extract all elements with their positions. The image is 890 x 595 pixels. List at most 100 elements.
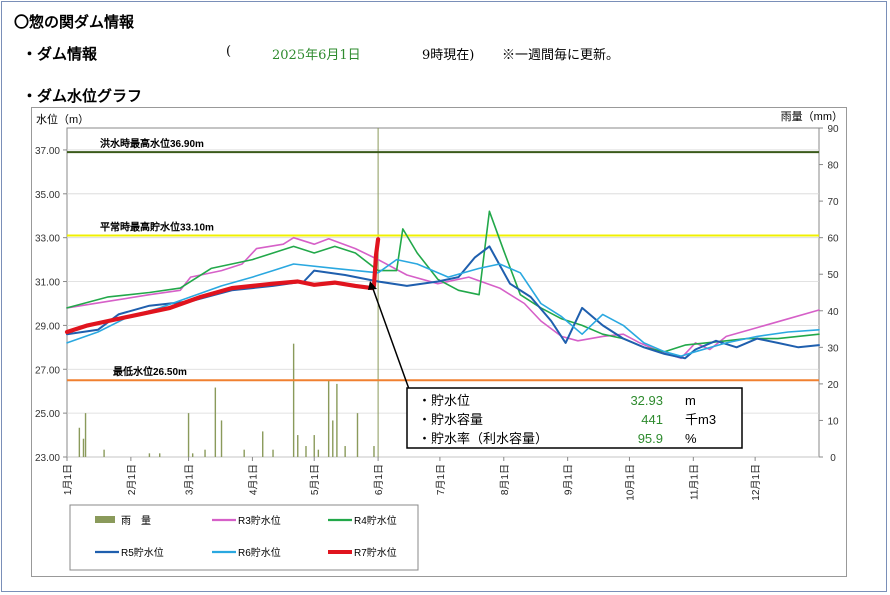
rain-bar	[317, 449, 320, 457]
left-tick-label: 29.00	[35, 321, 60, 332]
reference-line-label: 洪水時最高水位36.90m	[100, 137, 204, 150]
section-dam-info: ・ダム情報	[22, 45, 98, 63]
info-time: 9時現在)	[422, 48, 475, 63]
right-tick-label: 30	[827, 343, 839, 354]
rain-bar	[204, 449, 206, 457]
left-tick-label: 37.00	[35, 146, 60, 157]
left-axis-label: 水位（m）	[36, 112, 89, 126]
readout-value: 441	[641, 412, 663, 427]
right-tick-label: 90	[827, 124, 839, 135]
x-tick-label: 7月1日	[435, 464, 447, 495]
readout-value: 32.93	[630, 393, 663, 408]
x-tick-label: 10月1日	[624, 464, 636, 501]
readout-label: ・貯水位	[418, 393, 470, 408]
readout-arrowhead	[368, 281, 377, 290]
rain-bar	[292, 343, 295, 457]
series-line	[66, 236, 820, 360]
right-tick-label: 80	[827, 161, 839, 172]
chart-frame	[31, 107, 847, 577]
rain-bar	[344, 446, 346, 457]
info-open-paren: (	[226, 44, 232, 59]
rain-bar	[313, 435, 315, 457]
rain-bar	[356, 413, 359, 457]
rain-bar	[103, 449, 105, 457]
rain-bar	[84, 413, 87, 457]
legend-items: 雨 量 R3貯水位 R4貯水位 R5貯水位 R6貯水位 R7貯水位	[95, 514, 397, 559]
rain-bar	[82, 438, 85, 457]
x-tick-label: 4月1日	[247, 464, 259, 495]
series-line	[66, 210, 820, 353]
rain-bar	[373, 446, 375, 457]
legend-label: 雨 量	[121, 515, 151, 527]
readout-label: ・貯水容量	[418, 412, 483, 427]
right-tick-label: 10	[827, 416, 839, 427]
rain-bar	[327, 380, 330, 457]
readout-frame	[406, 387, 743, 449]
rain-bar	[148, 453, 151, 457]
right-tick-label: 20	[827, 380, 839, 391]
reference-lines: 洪水時最高水位36.90m 平常時最高貯水位33.10m 最低水位26.50m	[67, 137, 819, 382]
x-tick-label: 5月1日	[309, 464, 321, 495]
rain-bar	[214, 387, 217, 457]
rain-bar	[159, 453, 161, 457]
readout-pointer	[371, 285, 410, 390]
rain-bar	[332, 420, 334, 457]
readout-box: ・貯水位 32.93 m ・貯水容量 441 千m3 ・貯水率（利水容量） 95.9%	[368, 281, 743, 449]
left-tick-label: 27.00	[35, 365, 60, 376]
x-tick-label: 3月1日	[184, 464, 196, 495]
legend-label: R7貯水位	[354, 546, 397, 559]
rain-bar	[305, 446, 307, 457]
left-tick-label: 31.00	[35, 278, 60, 289]
legend-label: R6貯水位	[238, 546, 281, 559]
x-tick-label: 1月1日	[62, 464, 74, 495]
rain-bar	[262, 431, 264, 457]
series-line	[66, 245, 820, 360]
right-tick-label: 40	[827, 307, 839, 318]
reference-line-label: 平常時最高貯水位33.10m	[100, 220, 214, 233]
series-line	[66, 258, 820, 357]
right-tick-label: 50	[827, 270, 839, 281]
rain-bar	[272, 449, 274, 457]
legend-frame	[69, 504, 419, 571]
readout-unit: m	[685, 393, 696, 408]
right-tick-label: 60	[827, 234, 839, 245]
x-tick-label: 2月1日	[126, 464, 138, 495]
legend-swatch	[95, 516, 115, 523]
legend-label: R5貯水位	[121, 546, 164, 559]
legend-label: R4貯水位	[354, 514, 397, 527]
section-graph: ・ダム水位グラフ	[22, 87, 143, 105]
rain-bar	[243, 449, 245, 457]
axes: 37.00 35.00 33.00 31.00 29.00 27.00 25.00 23.00…	[35, 124, 839, 501]
readout-unit: 千m3	[685, 412, 716, 427]
readout-label: ・貯水率（利水容量）	[418, 431, 548, 446]
readout-unit: %	[685, 431, 697, 446]
right-axis-label: 雨量（mm）	[781, 110, 843, 123]
info-date: 2025年6月1日	[272, 48, 361, 63]
x-tick-label: 12月1日	[750, 464, 762, 501]
reference-line-label: 最低水位26.50m	[113, 365, 187, 378]
left-tick-label: 35.00	[35, 190, 60, 201]
legend-label: R3貯水位	[238, 514, 281, 527]
x-tick-label: 11月1日	[688, 464, 700, 500]
rain-bar	[336, 383, 338, 457]
page-title: 〇惣の関ダム情報	[14, 13, 135, 31]
x-tick-label: 6月1日	[373, 464, 385, 495]
rain-bar	[187, 413, 190, 457]
x-tick-label: 9月1日	[563, 464, 575, 495]
left-tick-label: 33.00	[35, 234, 60, 245]
right-tick-label: 0	[830, 453, 836, 464]
rain-bar	[191, 453, 194, 457]
readout-rows: ・貯水位 32.93 m ・貯水容量 441 千m3 ・貯水率（利水容量） 95.9%	[418, 393, 716, 446]
rain-bars	[78, 128, 379, 457]
x-tick-label: 8月1日	[499, 464, 511, 495]
left-tick-label: 25.00	[35, 409, 60, 420]
info-note: ※一週間毎に更新。	[502, 48, 620, 63]
rain-bar	[78, 427, 81, 457]
left-tick-label: 23.00	[35, 453, 60, 464]
readout-value: 95.9	[638, 431, 663, 446]
rain-bar	[220, 420, 223, 457]
legend: 雨 量 R3貯水位 R4貯水位 R5貯水位 R6貯水位 R7貯水位	[69, 504, 419, 571]
rain-bar	[297, 435, 299, 457]
